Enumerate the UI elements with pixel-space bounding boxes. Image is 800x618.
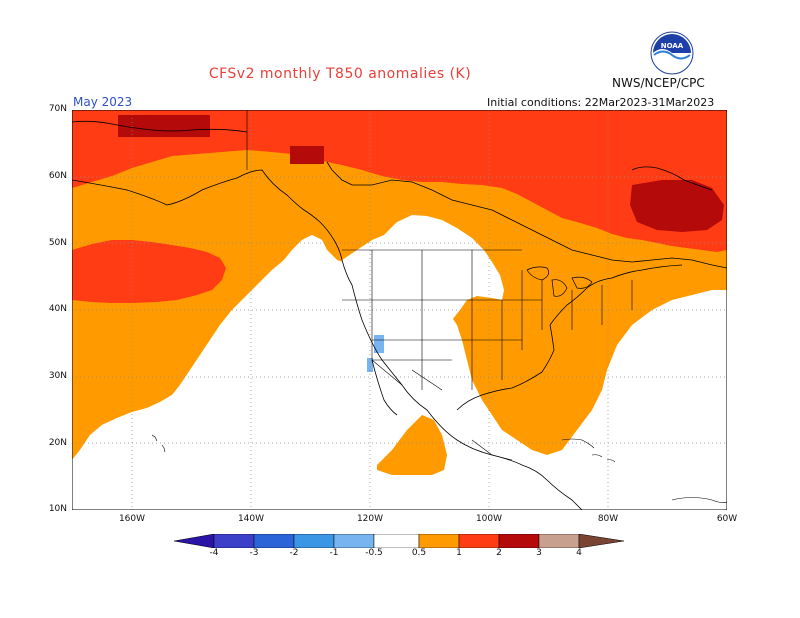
lat-label-10n: 10N: [48, 504, 67, 514]
colorbar: [174, 534, 625, 548]
lon-label-160w: 160W: [118, 514, 146, 524]
anomaly-region-dark-red-3: [630, 180, 724, 232]
lat-label-50n: 50N: [48, 238, 67, 248]
anomaly-region-orange-mexico: [377, 415, 447, 475]
colorbar-seg-05-1: [418, 534, 460, 548]
lat-label-30n: 30N: [48, 371, 67, 381]
anomaly-region-dark-red-2: [290, 146, 324, 164]
lon-label-120w: 120W: [356, 514, 384, 524]
colorbar-tick-m4: -4: [209, 548, 219, 558]
anomaly-region-neutral-atlantic: [542, 290, 727, 510]
lon-label-140w: 140W: [237, 514, 265, 524]
anomaly-region-dark-red-1: [118, 115, 210, 137]
colorbar-tick-m05: -0.5: [365, 548, 383, 558]
colorbar-tick-2: 2: [496, 548, 502, 558]
great-lakes: [526, 266, 593, 297]
anomaly-region-red-orange: [72, 110, 727, 252]
colorbar-tick-4: 4: [576, 548, 582, 558]
colorbar-tick-m2: -2: [289, 548, 299, 558]
colorbar-seg-lt-4: [174, 534, 215, 548]
anomaly-region-neutral-pacific: [72, 235, 382, 510]
colorbar-seg-3-4: [538, 534, 580, 548]
lon-label-60w: 60W: [716, 514, 738, 524]
forecast-month: May 2023: [73, 95, 133, 109]
colorbar-seg-m2-m1: [293, 534, 335, 548]
colorbar-seg-m1-m05: [333, 534, 375, 548]
coastlines: [72, 120, 727, 510]
colorbar-tick-05: 0.5: [411, 548, 427, 558]
colorbar-seg-neutral: [373, 534, 420, 548]
lat-label-70n: 70N: [48, 104, 67, 114]
agency-label: NWS/NCEP/CPC: [612, 76, 705, 90]
chart-title: CFSv2 monthly T850 anomalies (K): [208, 66, 472, 82]
political-borders: [246, 110, 633, 461]
colorbar-tick-m1: -1: [329, 548, 339, 558]
lon-label-80w: 80W: [597, 514, 619, 524]
grid-lines: [72, 110, 727, 510]
anomaly-region-light-blue-2: [367, 358, 373, 372]
anomaly-region-red-orange-pacific: [72, 240, 226, 303]
svg-text:NOAA: NOAA: [661, 42, 684, 50]
colorbar-tick-3: 3: [536, 548, 542, 558]
colorbar-tick-1: 1: [456, 548, 462, 558]
colorbar-seg-gt-4: [578, 534, 625, 548]
lat-label-60n: 60N: [48, 171, 67, 181]
initial-conditions: Initial conditions: 22Mar2023-31Mar2023: [487, 96, 715, 109]
noaa-logo-icon: NOAA: [650, 31, 694, 75]
lon-label-100w: 100W: [475, 514, 503, 524]
colorbar-seg-2-3: [498, 534, 540, 548]
colorbar-seg-m3-m2: [253, 534, 295, 548]
lat-label-20n: 20N: [48, 438, 67, 448]
anomaly-region-light-blue-1: [374, 335, 384, 353]
islands: [151, 434, 727, 503]
anomaly-map: [72, 110, 727, 510]
colorbar-seg-1-2: [458, 534, 500, 548]
lat-label-40n: 40N: [48, 304, 67, 314]
anomaly-region-neutral-us: [337, 215, 504, 372]
colorbar-seg-m4-m3: [213, 534, 255, 548]
colorbar-tick-m3: -3: [249, 548, 259, 558]
